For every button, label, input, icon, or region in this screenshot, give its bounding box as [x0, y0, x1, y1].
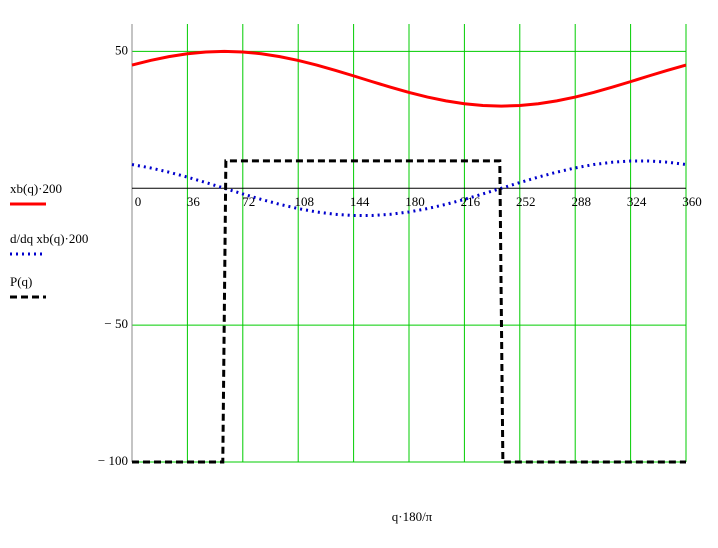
y-tick-label: 50	[115, 42, 128, 57]
x-tick-label: 288	[571, 194, 591, 209]
x-tick-label: 180	[405, 194, 425, 209]
x-axis-label: q·180/π	[392, 509, 433, 524]
y-tick-label: − 100	[98, 453, 128, 468]
x-tick-label: 108	[294, 194, 314, 209]
x-tick-label: 252	[516, 194, 536, 209]
legend-label: P(q)	[10, 274, 32, 289]
x-tick-label: 324	[627, 194, 647, 209]
series-line	[131, 159, 687, 217]
x-tick-label: 36	[187, 194, 201, 209]
x-tick-label: 72	[242, 194, 255, 209]
x-tick-label: 144	[350, 194, 370, 209]
x-tick-label: 360	[682, 194, 702, 209]
legend-label: d/dq xb(q)·200	[10, 231, 88, 246]
y-tick-label: − 50	[104, 316, 128, 331]
x-tick-label: 0	[135, 194, 142, 209]
legend-label: xb(q)·200	[10, 181, 62, 196]
x-tick-label: 216	[461, 194, 481, 209]
series-line	[132, 159, 686, 464]
series-line	[131, 49, 687, 108]
